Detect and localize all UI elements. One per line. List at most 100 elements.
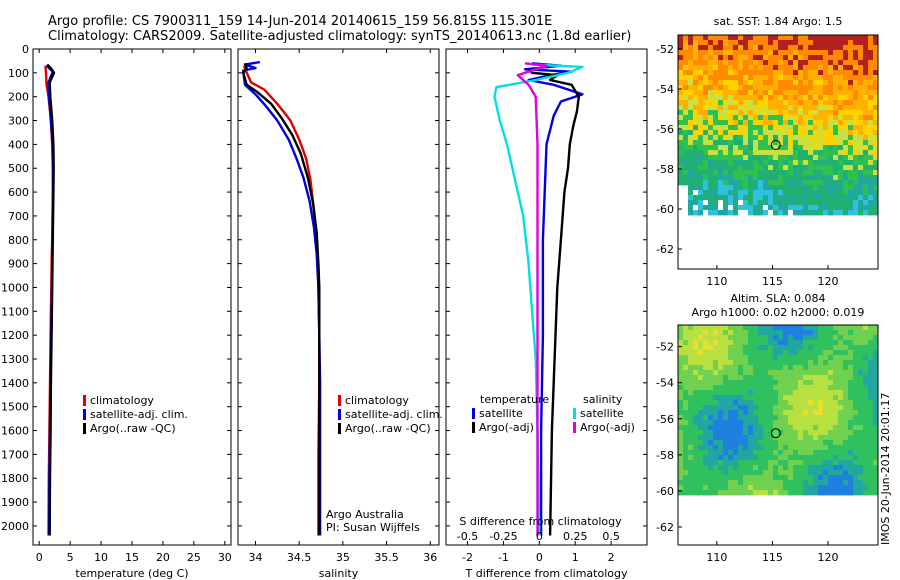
- profile-panel-difference: -2 -1 0 1 2 T difference from climatology S di…: [445, 48, 648, 580]
- panel-frame: [445, 48, 648, 546]
- x-tick-label: 35.5: [374, 551, 399, 564]
- y-tick-label: 1900: [1, 496, 29, 509]
- y-tick-label: 400: [8, 138, 29, 151]
- panel-frame: [32, 48, 232, 546]
- map-x-tick-label: 115: [762, 551, 783, 564]
- series-line-2: [493, 63, 584, 536]
- profile-panel-temperature: 0 5 10 15 20 25 30 temperature (deg C) 0 100 200 30…: [1, 43, 232, 580]
- y-tick-label: 1500: [1, 401, 29, 414]
- map-y-tick-label: -60: [656, 203, 674, 216]
- legend-swatch: [573, 408, 576, 419]
- map-x-tick-label: 110: [706, 551, 727, 564]
- legend-swatch: [338, 395, 341, 406]
- map-frame: [677, 324, 879, 546]
- x-tick-label: 20: [156, 551, 170, 564]
- map-x-tick-label: 110: [706, 275, 727, 288]
- series-line-0: [523, 62, 584, 536]
- legend-label: satellite-adj. clim.: [345, 408, 443, 421]
- x-tick-label: -1: [498, 551, 509, 564]
- y-tick-label: 800: [8, 234, 29, 247]
- x-tick-label: 1: [572, 551, 579, 564]
- top-x-tick-label: -0.5: [457, 530, 478, 543]
- y-tick-label: 700: [8, 210, 29, 223]
- top-x-axis-label: S difference from climatology: [459, 515, 622, 528]
- annotation-line: Argo Australia: [326, 508, 404, 521]
- map-y-tick-label: -54: [656, 83, 674, 96]
- map-y-tick-label: -60: [656, 485, 674, 498]
- legend-header-temperature: temperature: [480, 393, 549, 406]
- x-tick-label: 0: [36, 551, 43, 564]
- map-y-tick-label: -56: [656, 413, 674, 426]
- x-tick-label: 35: [336, 551, 350, 564]
- x-tick-label: 34.5: [287, 551, 312, 564]
- sla-map-title-line1: Altim. SLA: 0.084: [730, 292, 825, 305]
- imos-credit-label: IMOS 20-Jun-2014 20:01:17: [879, 392, 892, 545]
- map-y-tick-label: -58: [656, 449, 674, 462]
- map-x-tick-label: 115: [762, 275, 783, 288]
- y-tick-label: 1800: [1, 472, 29, 485]
- series-line-1: [527, 68, 580, 536]
- y-tick-label: 500: [8, 162, 29, 175]
- legend-label: climatology: [90, 394, 154, 407]
- top-x-tick-label: 0: [536, 530, 543, 543]
- x-tick-label: 2: [608, 551, 615, 564]
- y-tick-label: 600: [8, 186, 29, 199]
- top-x-tick-label: -0.25: [489, 530, 517, 543]
- figure-title-line1: Argo profile: CS 7900311_159 14-Jun-2014…: [48, 14, 553, 29]
- top-x-tick-label: 0.25: [563, 530, 588, 543]
- legend-label: Argo(-adj): [580, 421, 635, 434]
- y-tick-label: 1000: [1, 281, 29, 294]
- legend-swatch: [472, 408, 475, 419]
- map-panel-sla_map: 110 115 120 -52 -54 -56 -58 -60 -62 Altim. SLA: 0…: [656, 292, 879, 564]
- legend-label: Argo(..raw -QC): [90, 422, 176, 435]
- y-tick-label: 1400: [1, 377, 29, 390]
- y-tick-label: 0: [22, 43, 29, 56]
- map-x-tick-label: 120: [818, 551, 839, 564]
- x-tick-label: 5: [67, 551, 74, 564]
- annotation-line: PI: Susan Wijffels: [326, 521, 420, 534]
- figure-title-line2: Climatology: CARS2009. Satellite-adjuste…: [48, 29, 632, 44]
- y-tick-label: 300: [8, 115, 29, 128]
- map-y-tick-label: -52: [656, 341, 674, 354]
- heatmap-cells: [678, 325, 879, 496]
- y-tick-label: 1200: [1, 329, 29, 342]
- x-tick-label: 25: [187, 551, 201, 564]
- legend-header-salinity: salinity: [583, 393, 623, 406]
- legend-label: satellite-adj. clim.: [90, 408, 188, 421]
- map-y-tick-label: -56: [656, 123, 674, 136]
- y-tick-label: 1300: [1, 353, 29, 366]
- profile-panel-salinity: 34 34.5 35 35.5 36 salinity climatologysatelli…: [237, 48, 443, 580]
- x-axis-label: salinity: [319, 567, 359, 580]
- legend-swatch: [472, 422, 475, 433]
- argo-position-marker: [770, 140, 781, 150]
- legend-swatch: [83, 409, 86, 420]
- x-axis-label: temperature (deg C): [75, 567, 188, 580]
- map-x-tick-label: 120: [818, 275, 839, 288]
- x-tick-label: -2: [462, 551, 473, 564]
- x-tick-label: 34: [248, 551, 262, 564]
- argo-position-marker: [770, 428, 781, 439]
- map-frame: [677, 34, 879, 270]
- legend-label: climatology: [345, 394, 409, 407]
- legend-label: Argo(..raw -QC): [345, 422, 431, 435]
- map-panel-sst_map: 110 115 120 -52 -54 -56 -58 -60 -62 sat. SST: 1.8…: [656, 15, 879, 288]
- legend-label: satellite: [479, 407, 523, 420]
- y-tick-label: 1700: [1, 448, 29, 461]
- y-tick-label: 900: [8, 258, 29, 271]
- x-tick-label: 30: [218, 551, 232, 564]
- legend-swatch: [338, 409, 341, 420]
- y-tick-label: 2000: [1, 520, 29, 533]
- legend-swatch: [83, 395, 86, 406]
- series-line-2: [46, 63, 56, 536]
- y-tick-label: 100: [8, 67, 29, 80]
- x-axis-label: T difference from climatology: [465, 567, 628, 580]
- series-line-3: [516, 62, 548, 536]
- legend-swatch: [83, 423, 86, 434]
- legend-swatch: [573, 422, 576, 433]
- legend-label: Argo(-adj): [479, 421, 534, 434]
- legend-swatch: [338, 423, 341, 434]
- heatmap-cells: [678, 35, 879, 216]
- top-x-tick-label: 0.5: [602, 530, 620, 543]
- y-tick-label: 200: [8, 91, 29, 104]
